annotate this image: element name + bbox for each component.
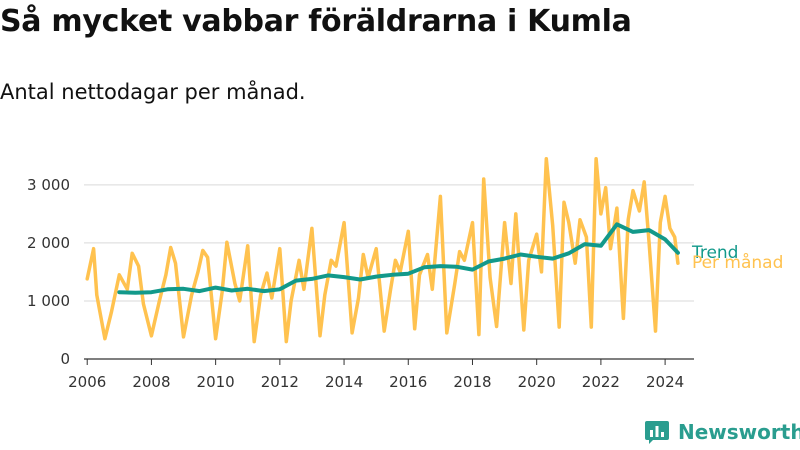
series-lines [85,156,680,344]
chart-title: Så mycket vabbar föräldrarna i Kumla [0,4,632,39]
y-tick-label: 3 000 [27,176,70,194]
x-tick-label: 2008 [132,373,170,391]
y-tick-label: 0 [60,350,70,368]
series-line-monthly [85,156,680,344]
series-line-trend [117,222,680,295]
x-tick-label: 2010 [197,373,235,391]
chart-subtitle: Antal nettodagar per månad. [0,80,306,104]
x-tick-label: 2016 [389,373,427,391]
x-tick-label: 2024 [646,373,684,391]
x-tick-label: 2018 [453,373,491,391]
x-tick-label: 2022 [582,373,620,391]
y-tick-label: 2 000 [27,234,70,252]
series-label-monthly: Per månad [692,252,783,273]
y-axis: 0 1 000 2 000 3 000 [27,176,70,368]
series-label-trend: Trend [691,243,739,263]
newsworthy-logo-icon [645,421,669,444]
x-tick-label: 2006 [68,373,106,391]
x-tick-label: 2014 [325,373,363,391]
x-axis: 2006 2008 2010 2012 2014 2016 2018 2020 2022 2024 [68,358,694,391]
y-tick-label: 1 000 [27,292,70,310]
x-tick-label: 2020 [518,373,556,391]
newsworthy-logo: Newsworthy [644,419,800,445]
brand-name: Newsworthy [678,420,800,444]
x-tick-label: 2012 [261,373,299,391]
